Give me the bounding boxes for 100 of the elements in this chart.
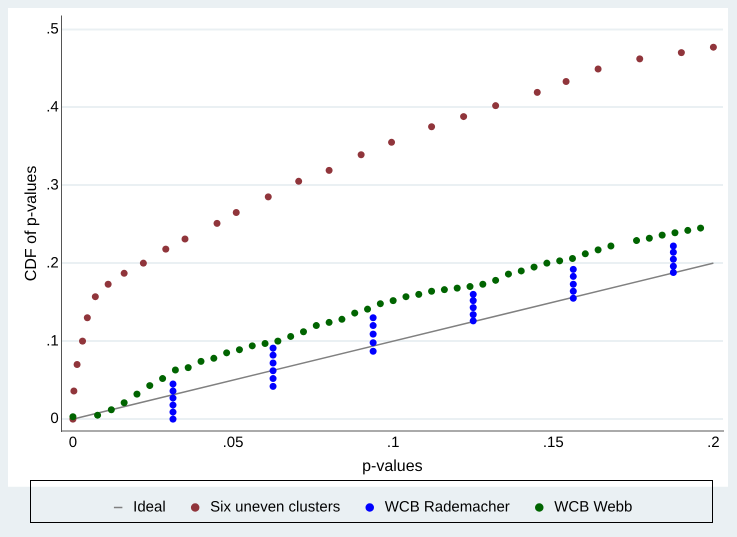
point (582, 250, 589, 258)
point (312, 322, 320, 330)
point (678, 49, 685, 56)
point (470, 317, 477, 324)
y-tick-label: 0 (50, 410, 59, 428)
point (402, 293, 410, 300)
x-tick-label: .2 (707, 434, 720, 451)
point (326, 318, 333, 326)
point (287, 332, 294, 340)
point (120, 270, 128, 277)
point (594, 66, 602, 73)
point (570, 294, 577, 302)
point (270, 367, 277, 374)
point (133, 390, 140, 398)
legend-label: WCB Rademacher (384, 498, 510, 516)
point (79, 338, 86, 345)
point (684, 226, 692, 234)
point (69, 413, 76, 420)
point (636, 55, 644, 62)
point (270, 352, 277, 359)
legend-label: Six uneven clusters (210, 498, 340, 516)
legend-label: WCB Webb (554, 498, 632, 516)
point (670, 269, 677, 276)
point (184, 364, 192, 372)
point (370, 348, 377, 355)
point (697, 224, 704, 232)
point (169, 416, 176, 423)
point (633, 237, 640, 244)
point (556, 257, 564, 264)
point (146, 382, 154, 390)
point (169, 380, 176, 388)
point (670, 262, 677, 270)
point (169, 408, 176, 416)
point (658, 232, 666, 239)
y-tick-label: .3 (46, 176, 59, 194)
point (338, 316, 346, 323)
point (351, 310, 358, 317)
point (236, 346, 243, 354)
point (470, 304, 477, 312)
x-tick-label: 0 (68, 434, 78, 451)
point (670, 242, 677, 250)
point (504, 270, 512, 278)
point (108, 406, 115, 414)
point (358, 151, 365, 158)
point (370, 330, 377, 338)
y-axis-title: CDF of p-values (23, 166, 40, 282)
point (428, 288, 436, 295)
x-tick-label: .15 (542, 434, 564, 451)
point (172, 366, 179, 374)
legend-label: Ideal (133, 498, 166, 516)
y-tick-label: .1 (46, 332, 59, 350)
y-tick-label: .2 (46, 254, 59, 272)
point (262, 340, 269, 347)
point (543, 260, 550, 267)
point (104, 280, 112, 288)
y-tick-label: .4 (46, 98, 59, 116)
point (671, 229, 678, 236)
point (415, 290, 422, 298)
point (594, 246, 602, 254)
x-tick-label: .1 (386, 434, 400, 451)
point (470, 297, 477, 304)
point (264, 193, 272, 200)
point (270, 382, 277, 390)
point (470, 311, 477, 318)
point (169, 388, 176, 395)
x-tick-label: .05 (222, 434, 244, 451)
point (162, 246, 170, 253)
point (274, 338, 282, 345)
point (169, 402, 176, 409)
point (270, 375, 277, 382)
point (92, 293, 99, 300)
point (570, 280, 577, 288)
point (295, 178, 302, 185)
point (140, 260, 147, 267)
point (460, 113, 468, 120)
point (530, 264, 538, 271)
point (248, 342, 256, 350)
point (454, 284, 461, 292)
point (492, 102, 500, 110)
point (270, 344, 277, 352)
point (479, 280, 486, 288)
point (169, 394, 176, 402)
point (198, 358, 205, 365)
point (223, 349, 230, 356)
point (710, 44, 717, 51)
point (670, 256, 677, 263)
point (159, 375, 166, 382)
x-axis-title: p-values (362, 458, 423, 475)
point (428, 123, 436, 130)
point (440, 286, 448, 294)
point (534, 88, 541, 96)
point (370, 322, 377, 330)
point (388, 138, 396, 146)
point (607, 242, 614, 250)
point (94, 412, 102, 419)
point (562, 78, 570, 85)
point (518, 267, 525, 274)
point (370, 314, 377, 322)
point (570, 288, 577, 295)
point (568, 254, 576, 262)
